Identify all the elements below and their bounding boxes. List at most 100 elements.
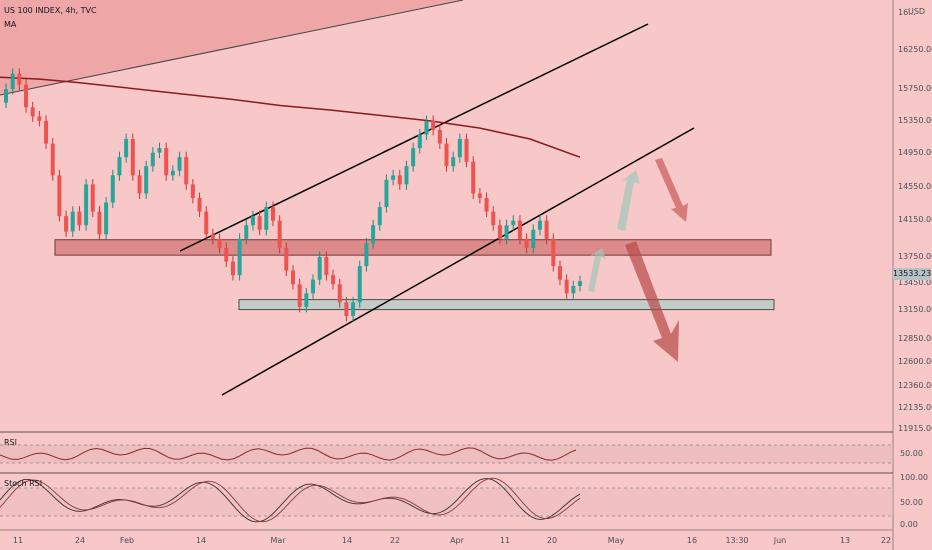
time-tick-label: 16 (687, 536, 697, 545)
candle-body (324, 256, 329, 276)
price-tick-label: 13150.00 (898, 305, 932, 314)
candle-body (491, 211, 496, 226)
rsi-tick-label: 50.00 (900, 449, 923, 458)
stoch-band (0, 488, 893, 516)
candle-body (291, 270, 295, 285)
time-tick-label: 14 (342, 536, 352, 545)
price-tick-label: 16250.00 (898, 45, 932, 54)
time-tick-label: Apr (450, 536, 465, 545)
time-tick-label: 22 (881, 536, 891, 545)
price-tick-label: 12135.00 (898, 403, 932, 412)
candle-body (571, 286, 576, 294)
candle-body (130, 139, 135, 176)
resistance-zone[interactable] (54, 239, 772, 256)
price-tick-label: 15750.00 (898, 84, 932, 93)
price-tick-label: 13450.00 (898, 278, 932, 287)
stoch-tick-label: 0.00 (900, 520, 918, 529)
candle-body (97, 211, 102, 235)
candle-body (184, 157, 189, 185)
candle-body (497, 225, 502, 239)
candle-body (371, 225, 376, 244)
candle-body (37, 116, 42, 121)
candle-body (444, 143, 449, 167)
candle-body (104, 202, 109, 235)
green-arrow-small[interactable] (588, 248, 606, 292)
price-tick-label: 11915.00 (898, 424, 932, 433)
candle-body (164, 148, 169, 176)
time-tick-label: 24 (75, 536, 85, 545)
candle-body (524, 238, 529, 248)
time-tick-label: 13:30 (725, 536, 748, 545)
candle-body (64, 216, 69, 232)
candle-body (564, 279, 569, 294)
candle-body (391, 175, 396, 180)
stoch-tick-label: 100.00 (900, 473, 928, 482)
time-tick-label: 20 (547, 536, 557, 545)
candle-body (511, 220, 516, 226)
red-arrow-lower[interactable] (625, 241, 679, 362)
candle-body (157, 148, 162, 153)
candle-body (4, 89, 8, 103)
candle-body (424, 120, 429, 135)
candle-body (77, 211, 82, 226)
candle-body (578, 281, 582, 287)
candle-body (84, 184, 89, 226)
candle-body (457, 139, 462, 158)
candle-body (177, 157, 182, 171)
candle-body (384, 179, 389, 208)
candle-body (10, 73, 15, 90)
channel-lower-line[interactable] (221, 127, 695, 396)
candle-body (250, 216, 255, 226)
time-tick-label: 14 (196, 536, 206, 545)
candle-body (264, 207, 269, 230)
candle-body (477, 193, 482, 198)
candle-body (284, 247, 289, 271)
stoch-tick-label: 50.00 (900, 498, 923, 507)
candle-body (17, 73, 22, 85)
price-tick-label: 15350.00 (898, 116, 932, 125)
time-tick-label: Mar (270, 536, 286, 545)
ma-line (0, 76, 581, 158)
price-tick-label: 14550.00 (898, 182, 932, 191)
channel-upper-line[interactable] (179, 23, 649, 252)
time-tick-label: May (608, 536, 625, 545)
candle-body (397, 175, 402, 185)
candle-body (551, 238, 556, 267)
candle-body (464, 139, 469, 162)
candle-body (297, 284, 302, 307)
symbol-title: US 100 INDEX, 4h, TVC (4, 6, 97, 15)
red-arrow-upper[interactable] (655, 158, 688, 222)
price-tick-label: 14950.00 (898, 148, 932, 157)
time-tick-label: 13 (840, 536, 850, 545)
candle-body (224, 247, 229, 262)
candle-body (411, 148, 416, 167)
price-tick-label: 12360.00 (898, 381, 932, 390)
candle-body (331, 275, 336, 285)
rsi-band (0, 445, 893, 463)
candle-body (471, 161, 476, 194)
support-zone[interactable] (238, 299, 775, 311)
candle-body (44, 120, 49, 144)
candle-body (277, 220, 282, 248)
price-tick-label: 12850.00 (898, 334, 932, 343)
candle-body (437, 129, 442, 144)
price-tick-label: 14150.00 (898, 215, 932, 224)
time-tick-label: Feb (120, 536, 134, 545)
green-arrow-large[interactable] (617, 170, 640, 231)
candle-body (210, 234, 215, 239)
upper-trendline[interactable] (0, 0, 464, 96)
price-tick-label: 16... (898, 8, 916, 17)
stoch-k-line (0, 478, 581, 523)
candle-body (544, 220, 549, 239)
candle-body (504, 225, 509, 239)
candle-body (170, 170, 175, 176)
candle-body (557, 266, 562, 280)
candle-body (24, 84, 29, 108)
candle-body (150, 152, 155, 167)
candle-body (311, 279, 316, 294)
candle-body (90, 184, 95, 212)
candle-body (117, 157, 122, 176)
candle-body (451, 157, 456, 167)
candle-body (57, 175, 62, 217)
